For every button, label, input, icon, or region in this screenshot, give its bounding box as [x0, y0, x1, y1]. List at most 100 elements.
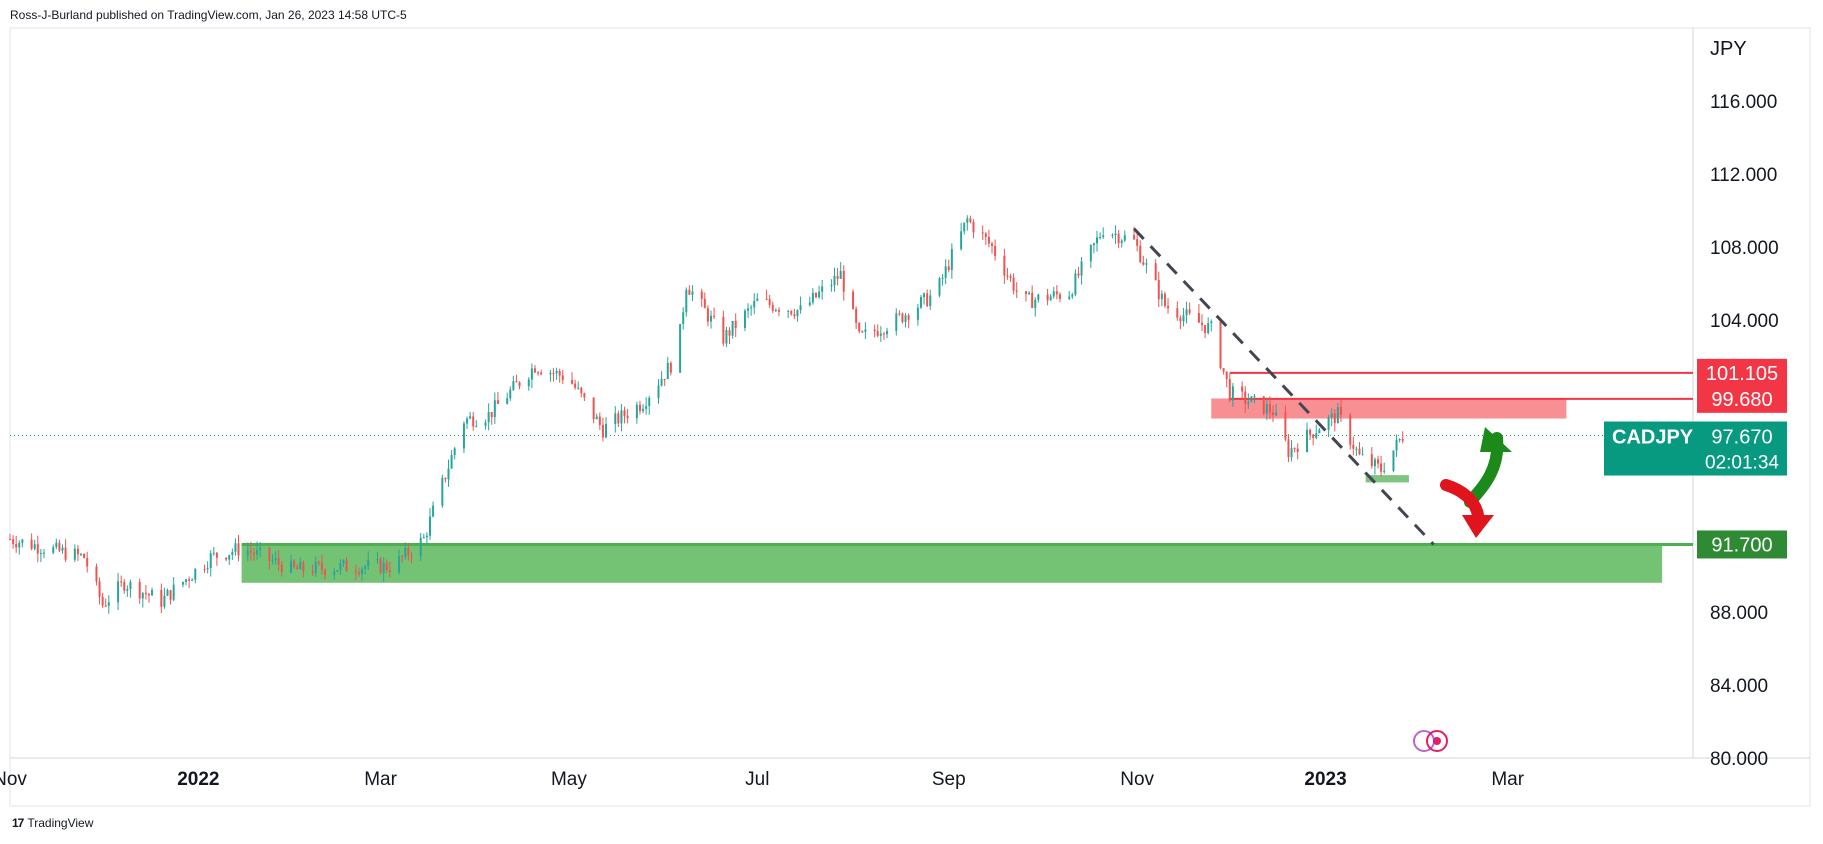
- candle-body: [709, 315, 712, 322]
- replay-icon[interactable]: [1413, 730, 1448, 752]
- y-tick-label: 104.000: [1710, 311, 1779, 332]
- candle-body: [1352, 444, 1355, 449]
- candle-body: [354, 571, 357, 573]
- x-tick-label: Nov: [0, 769, 27, 790]
- candle-body: [342, 560, 345, 564]
- candle-body: [882, 333, 885, 335]
- candle-body: [39, 553, 42, 555]
- level-label-bg: [1697, 530, 1787, 559]
- candle-body: [52, 547, 55, 553]
- candle-body: [1096, 237, 1099, 244]
- green-up-arrowhead: [1480, 427, 1512, 452]
- candle-body: [1012, 277, 1015, 291]
- candle-body: [388, 570, 391, 572]
- candle-body: [425, 535, 428, 538]
- x-tick-label: Mar: [1491, 769, 1524, 790]
- candle-body: [15, 543, 18, 548]
- candle-body: [533, 368, 536, 373]
- candle-body: [808, 302, 811, 306]
- candle-body: [274, 558, 277, 561]
- y-tick-label: 84.000: [1710, 676, 1768, 697]
- candle-body: [1136, 239, 1139, 246]
- candle-body: [181, 581, 184, 585]
- candle-body: [1333, 413, 1336, 424]
- candle-body: [1034, 299, 1037, 308]
- candle-body: [147, 594, 150, 596]
- candle-body: [527, 379, 530, 387]
- candle-body: [623, 410, 626, 417]
- annotations-layer: [1132, 227, 1512, 546]
- candle-body: [657, 385, 660, 398]
- candle-body: [1055, 291, 1058, 295]
- candle-body: [638, 404, 641, 411]
- candle-body: [842, 270, 845, 292]
- candle-body: [462, 423, 465, 449]
- candle-body: [1046, 294, 1049, 301]
- candle-body: [1336, 406, 1339, 424]
- candle-body: [1290, 448, 1293, 458]
- candle-body: [864, 329, 867, 332]
- candle-body: [700, 291, 703, 299]
- candle-body: [311, 571, 314, 574]
- candle-body: [490, 412, 493, 418]
- candle-body: [926, 293, 929, 307]
- candle-body: [938, 278, 941, 296]
- candle-body: [259, 547, 262, 550]
- countdown-label: 02:01:34: [1705, 453, 1779, 474]
- candle-body: [160, 589, 163, 607]
- candle-body: [1058, 294, 1061, 299]
- candle-body: [691, 291, 694, 295]
- candle-body: [296, 567, 299, 570]
- candle-body: [669, 362, 672, 373]
- candle-body: [540, 372, 543, 375]
- candle-body: [1068, 296, 1071, 299]
- candle-body: [1244, 391, 1247, 404]
- candle-body: [1185, 309, 1188, 316]
- level-label-bg: [1697, 384, 1787, 413]
- candle-body: [904, 315, 907, 322]
- candle-body: [1099, 237, 1102, 239]
- candle-body: [571, 380, 574, 384]
- candle-body: [469, 416, 472, 419]
- candle-body: [203, 568, 206, 570]
- candle-body: [320, 563, 323, 570]
- candle-body: [855, 309, 858, 323]
- candle-body: [237, 543, 240, 556]
- candle-body: [1296, 448, 1299, 452]
- candle-body: [941, 277, 944, 279]
- candle-body: [42, 552, 45, 554]
- candle-body: [577, 387, 580, 389]
- candle-body: [549, 372, 552, 375]
- candle-body: [592, 397, 595, 420]
- x-tick-label: Jul: [745, 769, 769, 790]
- candle-body: [666, 362, 669, 380]
- candle-body: [172, 584, 175, 600]
- candle-body: [768, 298, 771, 305]
- candle-body: [558, 370, 561, 376]
- candle-body: [1395, 439, 1398, 451]
- candle-body: [598, 416, 601, 425]
- candles-layer: [9, 215, 1404, 614]
- candle-body: [271, 560, 274, 562]
- candle-body: [972, 221, 975, 233]
- candle-body: [493, 400, 496, 418]
- candle-body: [947, 266, 950, 271]
- candle-body: [169, 590, 172, 600]
- y-unit-label: JPY: [1710, 38, 1747, 60]
- candle-body: [1015, 290, 1018, 292]
- candle-body: [836, 275, 839, 279]
- candle-body: [1163, 293, 1166, 307]
- candle-body: [364, 566, 367, 569]
- x-tick-label: Nov: [1120, 769, 1154, 790]
- candle-body: [453, 448, 456, 455]
- candle-body: [1028, 292, 1031, 295]
- tradingview-footer[interactable]: 17 TradingView: [12, 816, 93, 830]
- candle-body: [969, 218, 972, 222]
- candle-body: [1284, 412, 1287, 440]
- x-tick-label: 2022: [177, 769, 219, 790]
- candle-body: [123, 581, 126, 591]
- candle-body: [839, 270, 842, 279]
- candle-body: [530, 368, 533, 380]
- y-tick-label: 108.000: [1710, 238, 1779, 259]
